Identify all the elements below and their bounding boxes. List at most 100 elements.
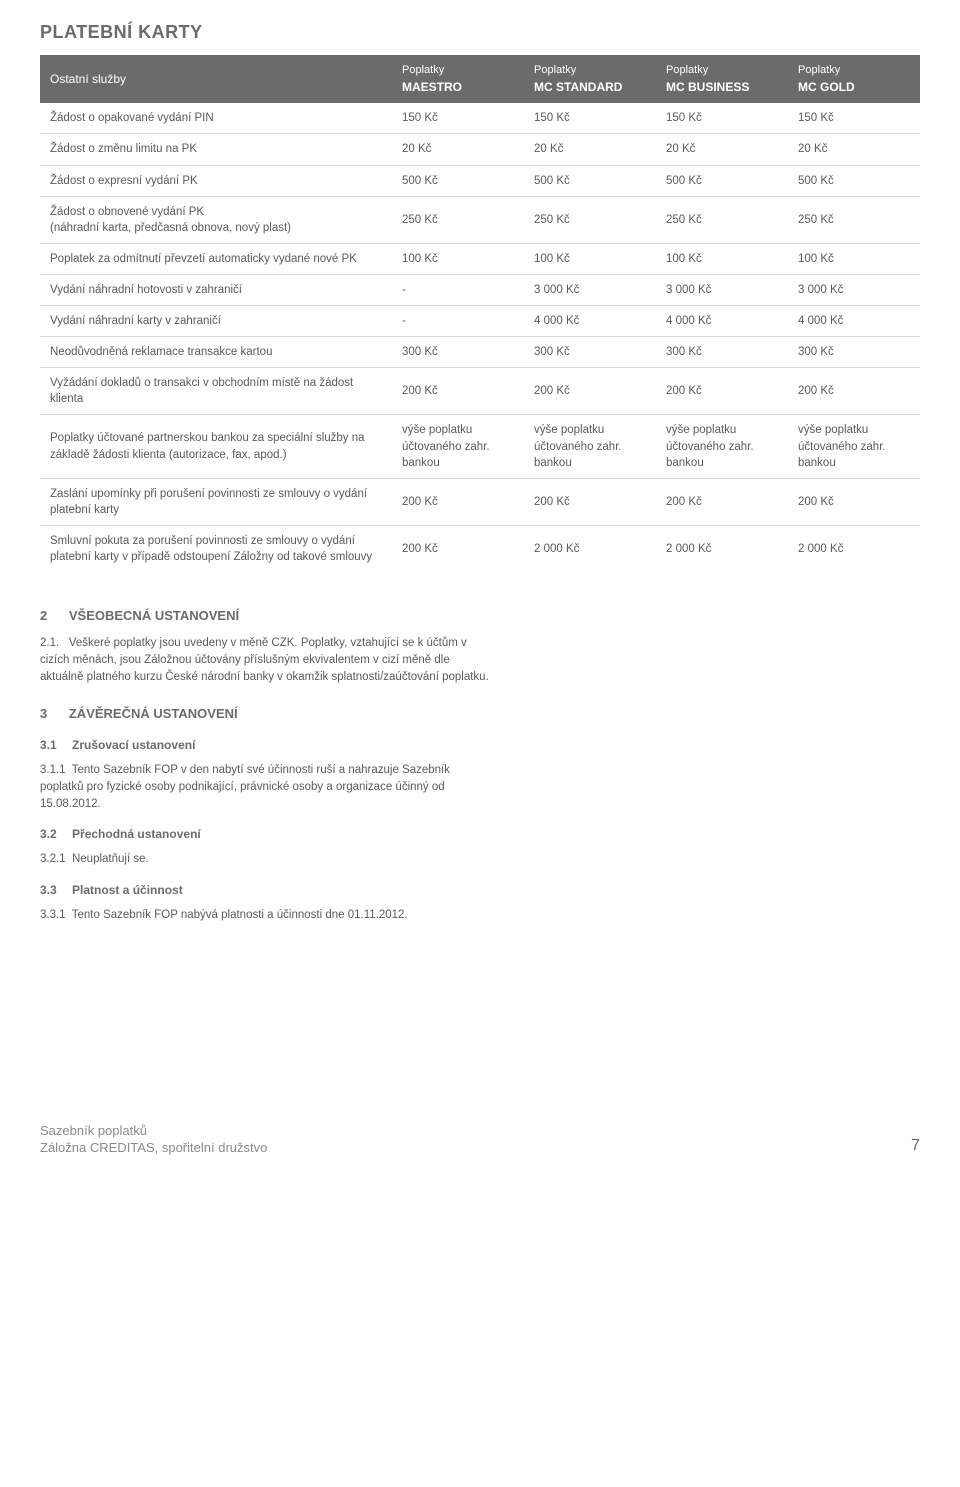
cell: - — [392, 274, 524, 305]
cell: 20 Kč — [392, 134, 524, 165]
subsection-3-2-title: Přechodná ustanovení — [72, 827, 201, 841]
row-label: Poplatek za odmítnutí převzetí automatic… — [40, 243, 392, 274]
section-2-heading: 2 VŠEOBECNÁ USTANOVENÍ — [40, 607, 920, 625]
paragraph-3-2-1-num: 3.2.1 — [40, 853, 66, 865]
table-header-row: Ostatní služby Poplatky MAESTRO Poplatky… — [40, 55, 920, 103]
cell: 150 Kč — [788, 103, 920, 134]
table-row: Smluvní pokuta za porušení povinnosti ze… — [40, 525, 920, 572]
cell: 300 Kč — [524, 337, 656, 368]
cell: 200 Kč — [392, 478, 524, 525]
row-label: Smluvní pokuta za porušení povinnosti ze… — [40, 525, 392, 572]
row-label: Poplatky účtované partnerskou bankou za … — [40, 415, 392, 478]
col-prefix: Poplatky — [402, 63, 514, 78]
col-prefix: Poplatky — [798, 63, 910, 78]
cell: - — [392, 306, 524, 337]
section-3-heading: 3 ZÁVĚREČNÁ USTANOVENÍ — [40, 705, 920, 723]
table-row: Žádost o expresní vydání PK500 Kč500 Kč5… — [40, 165, 920, 196]
cell: výše poplatku účtovaného zahr. bankou — [656, 415, 788, 478]
table-row: Vyžádání dokladů o transakci v obchodním… — [40, 368, 920, 415]
footer-line2: Záložna CREDITAS, spořitelní družstvo — [40, 1140, 267, 1157]
table-header-col-0: Poplatky MAESTRO — [392, 55, 524, 103]
cell: 200 Kč — [788, 368, 920, 415]
cell: 300 Kč — [788, 337, 920, 368]
paragraph-3-3-1-num: 3.3.1 — [40, 909, 66, 921]
col-prefix: Poplatky — [666, 63, 778, 78]
row-label: Žádost o opakované vydání PIN — [40, 103, 392, 134]
fees-table: Ostatní služby Poplatky MAESTRO Poplatky… — [40, 55, 920, 572]
subsection-3-1: 3.1 Zrušovací ustanovení — [40, 737, 920, 754]
cell: 500 Kč — [524, 165, 656, 196]
cell: 500 Kč — [392, 165, 524, 196]
cell: 250 Kč — [524, 196, 656, 243]
paragraph-3-1-1-text: Tento Sazebník FOP v den nabytí své účin… — [40, 764, 450, 809]
subsection-3-3: 3.3 Platnost a účinnost — [40, 882, 920, 899]
cell: 200 Kč — [656, 478, 788, 525]
cell: 100 Kč — [524, 243, 656, 274]
cell: 2 000 Kč — [656, 525, 788, 572]
table-row: Vydání náhradní hotovosti v zahraničí-3 … — [40, 274, 920, 305]
subsection-3-1-num: 3.1 — [40, 737, 57, 754]
page-footer: Sazebník poplatků Záložna CREDITAS, spoř… — [40, 1123, 920, 1157]
paragraph-2-1-num: 2.1. — [40, 637, 59, 649]
cell: 100 Kč — [656, 243, 788, 274]
table-header-label: Ostatní služby — [40, 55, 392, 103]
cell: výše poplatku účtovaného zahr. bankou — [524, 415, 656, 478]
paragraph-3-1-1-num: 3.1.1 — [40, 764, 66, 776]
page-title: PLATEBNÍ KARTY — [40, 20, 920, 45]
cell: 100 Kč — [392, 243, 524, 274]
section-3-num: 3 — [40, 705, 47, 723]
footer-left: Sazebník poplatků Záložna CREDITAS, spoř… — [40, 1123, 267, 1157]
cell: 20 Kč — [656, 134, 788, 165]
paragraph-3-3-1-text: Tento Sazebník FOP nabývá platnosti a úč… — [72, 909, 408, 921]
paragraph-2-1: 2.1. Veškeré poplatky jsou uvedeny v měn… — [40, 635, 490, 685]
row-label: Vyžádání dokladů o transakci v obchodním… — [40, 368, 392, 415]
cell: 150 Kč — [656, 103, 788, 134]
table-row: Zaslání upomínky při porušení povinnosti… — [40, 478, 920, 525]
cell: 250 Kč — [392, 196, 524, 243]
cell: 20 Kč — [788, 134, 920, 165]
cell: 500 Kč — [788, 165, 920, 196]
section-2-title: VŠEOBECNÁ USTANOVENÍ — [69, 608, 239, 623]
paragraph-3-1-1: 3.1.1 Tento Sazebník FOP v den nabytí sv… — [40, 762, 490, 812]
col-main: MC STANDARD — [534, 79, 646, 96]
cell: 200 Kč — [392, 368, 524, 415]
footer-line1: Sazebník poplatků — [40, 1123, 267, 1140]
row-label: Žádost o změnu limitu na PK — [40, 134, 392, 165]
table-row: Neodůvodněná reklamace transakce kartou3… — [40, 337, 920, 368]
subsection-3-1-title: Zrušovací ustanovení — [72, 738, 195, 752]
cell: 4 000 Kč — [788, 306, 920, 337]
cell: 150 Kč — [392, 103, 524, 134]
cell: 250 Kč — [788, 196, 920, 243]
col-main: MC GOLD — [798, 79, 910, 96]
cell: 20 Kč — [524, 134, 656, 165]
section-2: 2 VŠEOBECNÁ USTANOVENÍ 2.1. Veškeré popl… — [40, 607, 920, 685]
paragraph-3-3-1: 3.3.1 Tento Sazebník FOP nabývá platnost… — [40, 907, 490, 924]
cell: 4 000 Kč — [524, 306, 656, 337]
cell: 200 Kč — [524, 368, 656, 415]
cell: 500 Kč — [656, 165, 788, 196]
subsection-3-3-num: 3.3 — [40, 882, 57, 899]
cell: 200 Kč — [788, 478, 920, 525]
table-header-col-1: Poplatky MC STANDARD — [524, 55, 656, 103]
table-body: Žádost o opakované vydání PIN150 Kč150 K… — [40, 103, 920, 572]
section-2-num: 2 — [40, 607, 47, 625]
table-header-col-2: Poplatky MC BUSINESS — [656, 55, 788, 103]
cell: 100 Kč — [788, 243, 920, 274]
paragraph-3-2-1-text: Neuplatňují se. — [72, 853, 149, 865]
table-row: Vydání náhradní karty v zahraničí-4 000 … — [40, 306, 920, 337]
subsection-3-2: 3.2 Přechodná ustanovení — [40, 826, 920, 843]
cell: 3 000 Kč — [524, 274, 656, 305]
col-main: MAESTRO — [402, 79, 514, 96]
cell: 250 Kč — [656, 196, 788, 243]
subsection-3-2-num: 3.2 — [40, 826, 57, 843]
table-header-col-3: Poplatky MC GOLD — [788, 55, 920, 103]
section-3-title: ZÁVĚREČNÁ USTANOVENÍ — [69, 706, 238, 721]
table-row: Žádost o změnu limitu na PK20 Kč20 Kč20 … — [40, 134, 920, 165]
cell: 200 Kč — [524, 478, 656, 525]
cell: 150 Kč — [524, 103, 656, 134]
cell: 4 000 Kč — [656, 306, 788, 337]
cell: 3 000 Kč — [788, 274, 920, 305]
row-label: Žádost o expresní vydání PK — [40, 165, 392, 196]
cell: 200 Kč — [392, 525, 524, 572]
col-prefix: Poplatky — [534, 63, 646, 78]
